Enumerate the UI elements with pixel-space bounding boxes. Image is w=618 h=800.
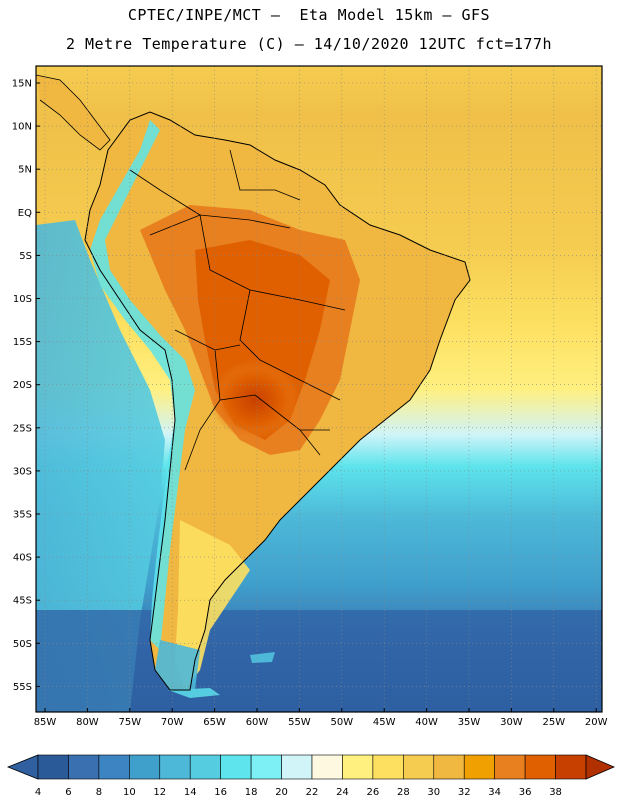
colorbar-swatch — [68, 754, 100, 780]
colorbar-label: 4 — [35, 787, 41, 798]
colorbar-label: 34 — [488, 787, 501, 798]
colorbar-label: 26 — [367, 787, 380, 798]
colorbar-swatch — [555, 754, 587, 780]
colorbar-swatch — [37, 754, 69, 780]
colorbar-swatch — [98, 754, 130, 780]
lat-label: 10N — [12, 122, 32, 133]
colorbar-swatch — [342, 754, 374, 780]
lat-label: 15N — [12, 79, 32, 90]
colorbar-label: 32 — [458, 787, 471, 798]
lon-label: 65W — [203, 717, 226, 728]
colorbar-label: 10 — [123, 787, 136, 798]
lon-label: 30W — [500, 717, 523, 728]
lat-label: 30S — [13, 466, 32, 477]
lat-label: 25S — [13, 423, 32, 434]
patagonia-mild-region — [175, 520, 250, 690]
title-line-1: CPTEC/INPE/MCT – Eta Model 15km – GFS — [127, 6, 491, 24]
lat-label: 10S — [13, 294, 32, 305]
colorbar-swatch — [129, 754, 161, 780]
central-america-coast — [36, 74, 111, 151]
colorbar-swatch — [281, 754, 313, 780]
colorbar-label: 38 — [549, 787, 562, 798]
colorbar-high-arrow — [585, 754, 616, 780]
colorbar-low-arrow — [6, 754, 39, 780]
pacific-cold-band — [36, 220, 165, 712]
colorbar-label: 36 — [519, 787, 532, 798]
lon-label: 55W — [288, 717, 311, 728]
colorbar — [6, 754, 616, 780]
colorbar-swatch — [433, 754, 465, 780]
lat-label: 55S — [13, 682, 32, 693]
colorbar-label: 18 — [245, 787, 258, 798]
colorbar-label: 8 — [96, 787, 102, 798]
lon-label: 20W — [585, 717, 608, 728]
colorbar-swatch — [311, 754, 343, 780]
colorbar-label: 22 — [306, 787, 319, 798]
colorbar-labels: 4 6 8 10 12 14 16 18 20 22 24 26 28 30 32 34 36 38 — [35, 787, 562, 798]
central-america-land — [36, 75, 110, 150]
andes-cold-ridge — [90, 120, 195, 650]
colorbar-label: 12 — [153, 787, 166, 798]
colorbar-swatch — [250, 754, 282, 780]
lon-label: 25W — [542, 717, 565, 728]
colorbar-label: 28 — [397, 787, 410, 798]
country-borders — [129, 149, 346, 471]
latitude-labels: 15N 10N 5N EQ 5S 10S 15S 20S 25S 30S 35S 40S 45S 50S 5… — [12, 79, 40, 693]
lat-label: 5S — [19, 251, 32, 262]
colorbar-label: 24 — [336, 787, 349, 798]
lat-label: 40S — [13, 553, 32, 564]
lon-label: 60W — [246, 717, 269, 728]
colorbar-label: 30 — [427, 787, 440, 798]
lon-label: 35W — [458, 717, 481, 728]
map-field — [36, 66, 602, 712]
map-frame — [35, 65, 603, 713]
colorbar-label: 16 — [214, 787, 227, 798]
title-line-2: 2 Metre Temperature (C) – 14/10/2020 12U… — [65, 35, 553, 53]
lon-label: 85W — [34, 717, 57, 728]
colorbar-swatch — [463, 754, 495, 780]
lat-label: 50S — [13, 639, 32, 650]
lat-label: 35S — [13, 510, 32, 521]
lon-label: 45W — [373, 717, 396, 728]
lat-label: 5N — [18, 165, 32, 176]
lon-label: 40W — [415, 717, 438, 728]
lon-label: 75W — [118, 717, 141, 728]
colorbar-label: 6 — [65, 787, 71, 798]
lat-label: 20S — [13, 380, 32, 391]
southern-ocean-cold — [36, 610, 602, 712]
colorbar-swatch — [372, 754, 404, 780]
colorbar-swatch — [403, 754, 435, 780]
colorbar-swatch — [159, 754, 191, 780]
falkland-islands — [250, 652, 275, 663]
lat-label: 45S — [13, 596, 32, 607]
chaco-hot-spot — [210, 360, 300, 440]
lat-label: EQ — [18, 208, 32, 219]
colorbar-swatch — [494, 754, 526, 780]
southern-patagonia-cool — [155, 640, 200, 690]
colorbar-swatch — [220, 754, 252, 780]
lon-label: 50W — [330, 717, 353, 728]
colorbar-label: 14 — [184, 787, 197, 798]
lat-label: 15S — [13, 337, 32, 348]
lon-label: 70W — [161, 717, 184, 728]
longitude-labels: 85W 80W 75W 70W 65W 60W 55W 50W 45W 40W 35W 30W 25W 2… — [34, 708, 608, 728]
colorbar-swatch — [189, 754, 221, 780]
lon-label: 80W — [76, 717, 99, 728]
colorbar-swatch — [524, 754, 556, 780]
colorbar-label: 20 — [275, 787, 288, 798]
